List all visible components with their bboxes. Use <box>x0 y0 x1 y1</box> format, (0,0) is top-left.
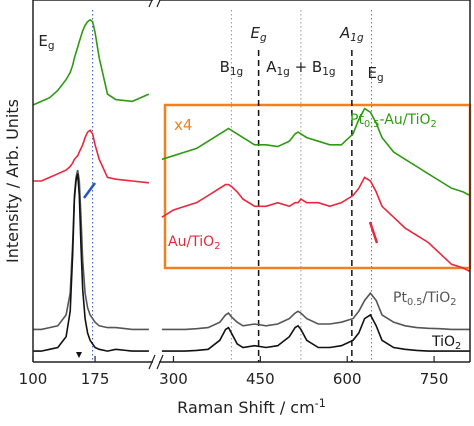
peak-label: B1g <box>220 58 244 78</box>
series-label: Au/TiO2 <box>168 234 220 252</box>
axis-break <box>156 0 161 8</box>
arrow <box>368 221 379 244</box>
x-tick-label: 175 <box>81 370 110 388</box>
x-tick-label: 100 <box>19 370 48 388</box>
spectrum-line <box>33 129 471 273</box>
arrow-head <box>76 352 82 358</box>
peak-label: A1g + B1g <box>266 58 335 78</box>
spectrum-line <box>33 169 470 331</box>
arrow <box>82 182 97 199</box>
spectrum-line <box>33 173 470 352</box>
peak-label: Eg <box>38 32 54 52</box>
spectrum-line <box>32 18 471 197</box>
x-tick-label: 750 <box>420 370 449 388</box>
inset-label: x4 <box>174 116 192 134</box>
x-tick-label: 300 <box>159 370 188 388</box>
axis-break <box>148 0 153 8</box>
peak-label: Eg <box>367 64 383 84</box>
peak-label: Eg <box>251 24 267 44</box>
series-label: Pt0.5/TiO2 <box>393 290 457 308</box>
axis-break <box>148 354 156 370</box>
peak-label: A1g <box>339 24 364 44</box>
x-axis-label: Raman Shift / cm-1 <box>177 397 326 418</box>
x-tick-label: 450 <box>246 370 275 388</box>
x-tick-label: 600 <box>333 370 362 388</box>
series-label: TiO2 <box>431 334 461 352</box>
axis-break <box>156 354 164 370</box>
y-axis-label: Intensity / Arb. Units <box>3 99 22 263</box>
series-label: Pt0.5-Au/TiO2 <box>350 112 437 130</box>
